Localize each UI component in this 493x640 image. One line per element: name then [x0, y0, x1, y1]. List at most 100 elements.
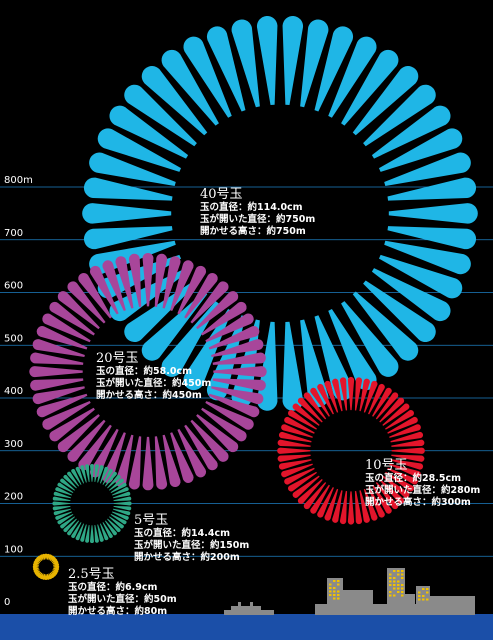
window-light [393, 577, 396, 579]
y-tick-label: 800m [4, 175, 33, 186]
burst-petal [83, 177, 173, 201]
burst-petal [292, 403, 320, 426]
firework-spec-line: 玉が開いた直径：約50m [68, 593, 177, 605]
window-light [401, 591, 404, 593]
window-light [333, 580, 336, 582]
window-light [333, 594, 336, 596]
burst-petal [384, 240, 471, 275]
burst-petal [206, 26, 246, 112]
burst-petal [359, 378, 370, 412]
window-light [329, 587, 332, 589]
burst-petal [184, 272, 218, 319]
burst-petal [287, 409, 317, 430]
burst-petal [205, 400, 254, 430]
burst-petal [382, 475, 410, 498]
window-light [333, 590, 336, 593]
burst-petal [324, 380, 339, 413]
burst-petal [30, 352, 84, 365]
window-light [333, 597, 336, 600]
burst-petal [36, 326, 88, 350]
burst-petal [354, 377, 363, 411]
burst-petal [385, 471, 415, 492]
burst-petal [378, 254, 463, 299]
burst-petal [50, 571, 56, 577]
burst-petal [208, 326, 260, 350]
burst-petal [128, 253, 142, 307]
burst-petal [102, 432, 126, 483]
burst-petal [303, 482, 327, 510]
burst-petal [297, 479, 323, 504]
firework-spec-line: 開かせる高さ：約450m [96, 389, 202, 401]
burst-petal [385, 409, 415, 430]
burst-petal [391, 454, 425, 462]
water-surface [0, 614, 493, 640]
burst-petal [109, 478, 124, 491]
window-light [393, 594, 396, 597]
burst-petal [363, 380, 378, 413]
burst-petal [32, 386, 85, 405]
burst-petal [36, 571, 42, 577]
burst-petal [111, 487, 129, 496]
window-light [397, 587, 400, 590]
burst-petal [80, 524, 87, 542]
window-light [401, 570, 404, 572]
burst-petal [208, 393, 260, 418]
firework-spec-line: 開かせる高さ：約300m [365, 496, 471, 508]
burst-petal [71, 522, 82, 539]
burst-petal [292, 475, 320, 498]
burst-petal [115, 256, 134, 309]
burst-petal [53, 562, 59, 567]
burst-petal [37, 572, 43, 579]
firework-burst [52, 463, 132, 544]
window-light [397, 584, 400, 586]
firework-name: 40号玉 [200, 187, 243, 202]
burst-petal [142, 436, 154, 491]
burst-petal [300, 19, 329, 108]
firework-burst [277, 376, 425, 525]
burst-petal [113, 505, 132, 511]
burst-petal [109, 516, 124, 529]
window-light [401, 594, 404, 597]
firework-spec-line: 開かせる高さ：約750m [200, 225, 306, 237]
burst-petal [52, 569, 59, 573]
burst-petal [278, 431, 312, 443]
burst-petal [32, 339, 85, 358]
burst-petal [388, 203, 478, 224]
firework-spec-line: 玉の直径：約28.5cm [365, 472, 461, 484]
burst-petal [372, 484, 392, 514]
burst-petal [52, 496, 71, 502]
burst-petal [371, 268, 451, 322]
window-light [389, 584, 392, 586]
burst-petal [196, 291, 239, 330]
burst-petal [390, 459, 424, 470]
window-light [401, 573, 404, 576]
burst-petal [128, 436, 142, 490]
burst-petal [310, 387, 330, 417]
burst-petal [113, 496, 132, 502]
burst-petal [102, 468, 113, 485]
window-light [329, 590, 332, 593]
burst-petal [52, 501, 71, 506]
burst-petal [113, 501, 132, 506]
window-light [401, 577, 404, 579]
window-light [418, 591, 421, 594]
burst-petal [102, 522, 113, 539]
burst-petal [53, 508, 72, 516]
burst-petal [387, 226, 477, 250]
burst-petal [42, 313, 91, 343]
firework-burst [32, 553, 60, 580]
firework-spec-line: 玉が開いた直径：約280m [365, 484, 480, 496]
burst-petal [67, 281, 106, 324]
window-light [329, 594, 332, 596]
firework-name: 10号玉 [365, 458, 408, 473]
burst-petal [85, 464, 90, 482]
firework-name: 20号玉 [96, 351, 139, 366]
burst-petal [196, 414, 239, 453]
burst-petal [317, 487, 334, 518]
burst-petal [49, 555, 55, 561]
burst-petal [375, 482, 399, 510]
burst-petal [384, 152, 471, 186]
burst-petal [201, 407, 247, 442]
burst-petal [99, 523, 109, 541]
